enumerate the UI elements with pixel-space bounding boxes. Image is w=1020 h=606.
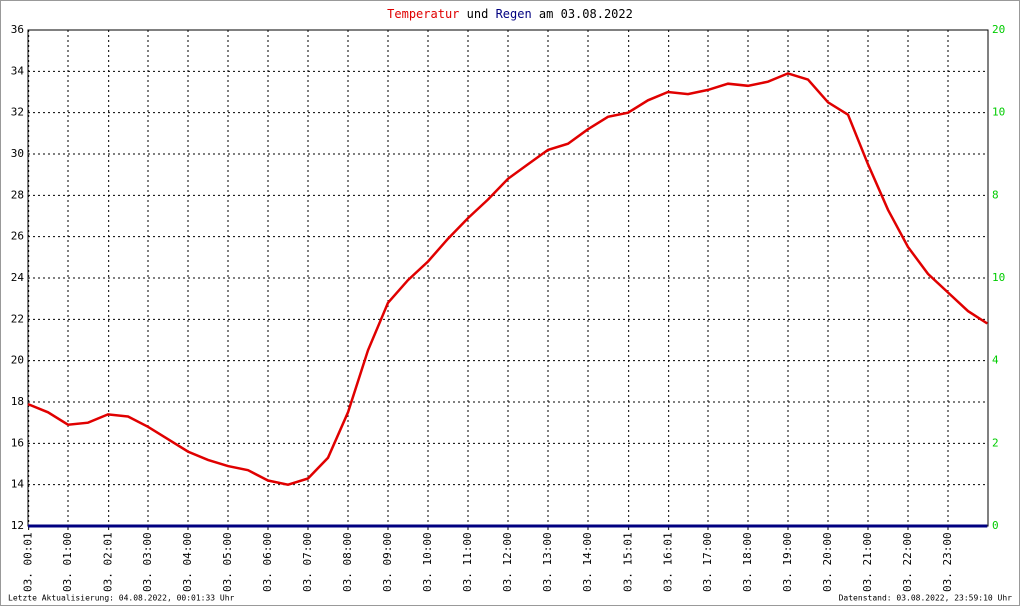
x-tick-label: 03. 08:00 [341,532,354,592]
x-tick-label: 03. 00:01 [22,532,35,592]
x-tick-label: 03. 22:00 [901,532,914,592]
y2-tick-label: 4 [992,354,999,367]
title-series: Temperatur [387,7,459,21]
y-tick-label: 28 [11,188,24,201]
footer: Letzte Aktualisierung: 04.08.2022, 00:01… [8,594,235,603]
x-tick-label: 03. 12:00 [501,532,514,592]
y-tick-label: 14 [11,478,25,491]
y-tick-label: 20 [11,354,24,367]
footer: Datenstand: 03.08.2022, 23:59:10 Uhr [839,594,1013,603]
y-tick-label: 16 [11,436,24,449]
x-tick-label: 03. 23:00 [941,532,954,592]
title-connector: und [467,7,489,21]
x-tick-label: 03. 04:00 [181,532,194,592]
y2-tick-label: 10 [992,106,1005,119]
x-tick-label: 03. 19:00 [781,532,794,592]
y-tick-label: 12 [11,519,24,532]
x-tick-label: 03. 21:00 [861,532,874,592]
chart-title: Temperatur und Regen am 03.08.2022 [387,7,633,21]
x-tick-label: 03. 11:00 [461,532,474,592]
y2-tick-label: 0 [992,519,999,532]
x-tick-label: 03. 20:00 [821,532,834,592]
y-tick-label: 30 [11,147,24,160]
x-tick-label: 03. 16:01 [662,532,675,592]
y-tick-label: 22 [11,312,24,325]
x-tick-label: 03. 01:00 [61,532,74,592]
x-tick-label: 03. 10:00 [421,532,434,592]
x-tick-label: 03. 17:00 [701,532,714,592]
y2-tick-label: 10 [992,271,1005,284]
x-tick-label: 03. 02:01 [102,532,115,592]
y2-tick-label: 20 [992,23,1005,36]
y2-tick-label: 2 [992,436,999,449]
x-tick-label: 03. 07:00 [301,532,314,592]
y2-tick-label: 8 [992,188,999,201]
y-tick-label: 18 [11,395,24,408]
x-tick-label: 03. 09:00 [381,532,394,592]
y-tick-label: 34 [11,64,25,77]
x-tick-label: 03. 05:00 [221,532,234,592]
x-tick-label: 03. 13:00 [541,532,554,592]
x-tick-label: 03. 18:00 [741,532,754,592]
y-tick-label: 32 [11,106,24,119]
y-tick-label: 36 [11,23,24,36]
y-tick-label: 26 [11,230,24,243]
x-tick-label: 03. 14:00 [581,532,594,592]
title-series: Regen [496,7,532,21]
series-line [27,72,988,486]
y-tick-label: 24 [11,271,25,284]
title-suffix: am 03.08.2022 [539,7,633,21]
x-tick-label: 03. 06:00 [261,532,274,592]
x-tick-label: 03. 15:01 [622,532,635,592]
x-tick-label: 03. 03:00 [141,532,154,592]
